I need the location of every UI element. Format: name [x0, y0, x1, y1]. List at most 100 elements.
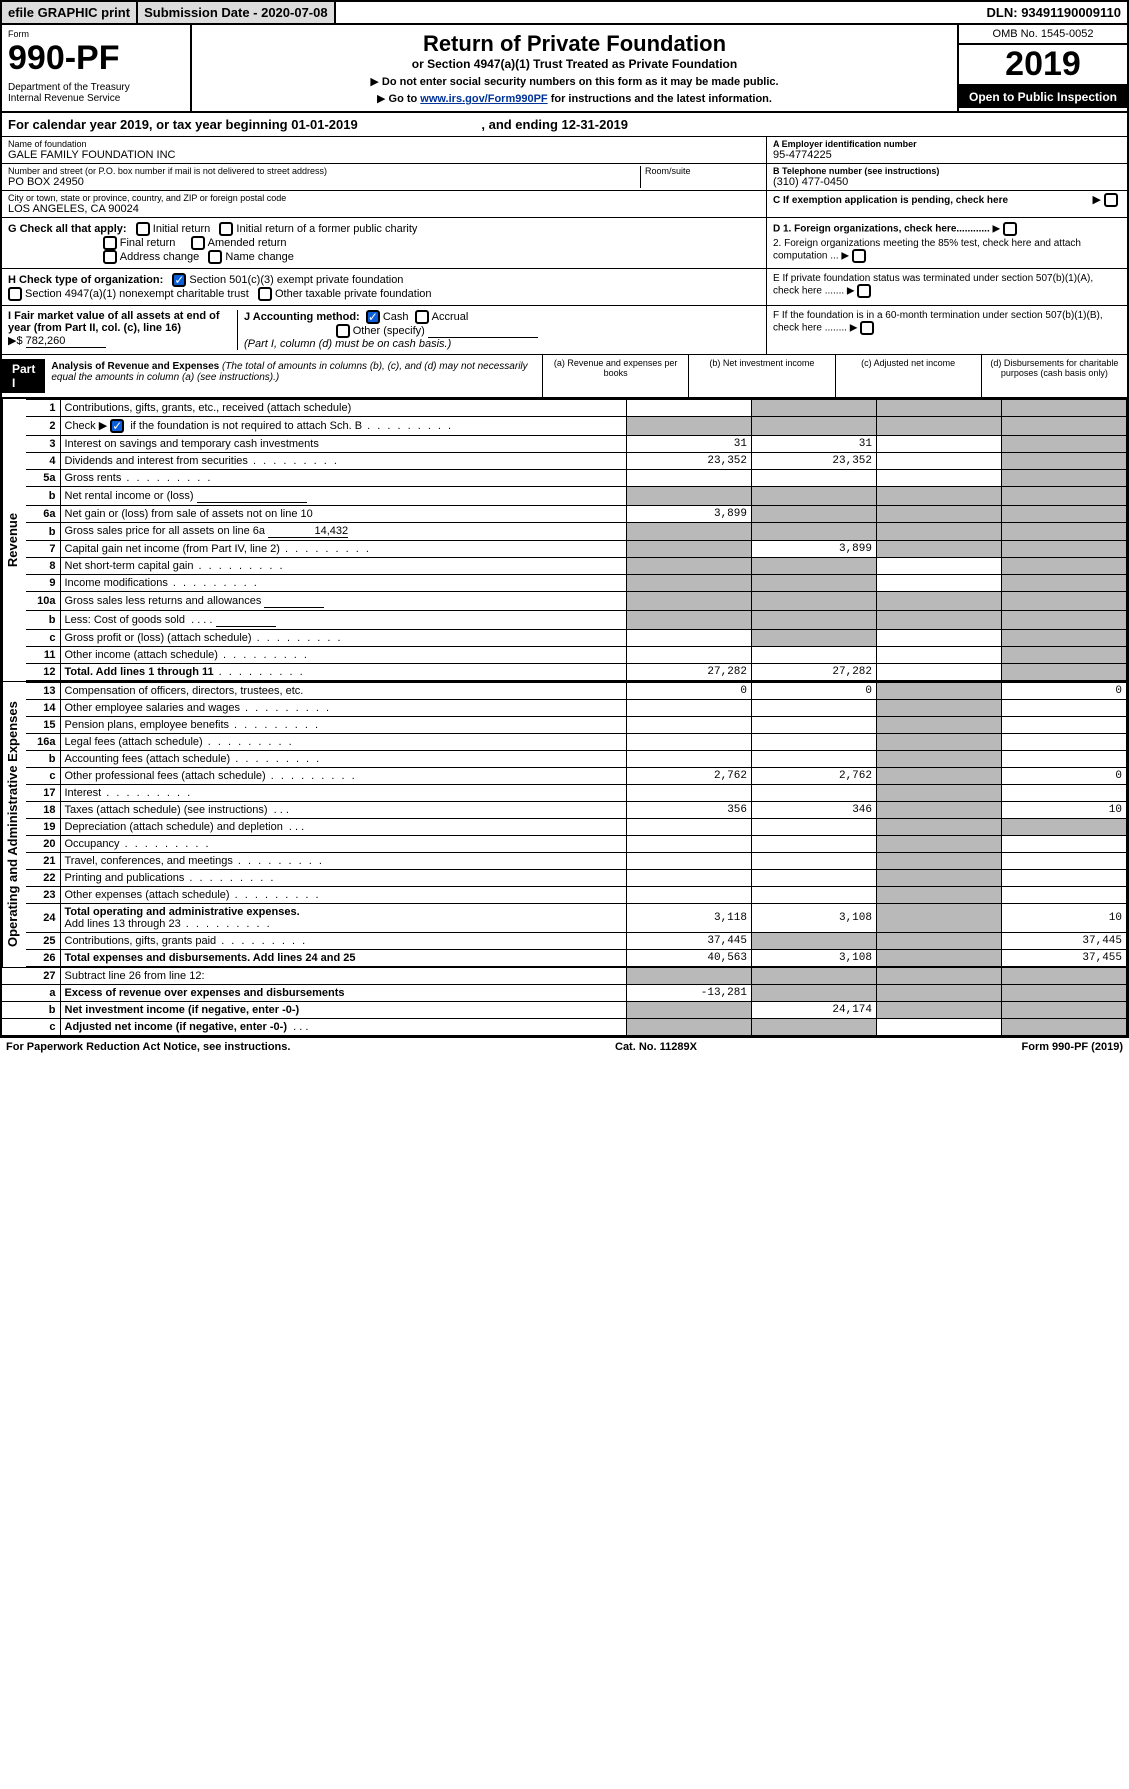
table-row: 13Compensation of officers, directors, t…	[26, 683, 1127, 700]
table-row: 5aGross rents	[26, 470, 1127, 487]
table-row: cAdjusted net income (if negative, enter…	[2, 1019, 1127, 1036]
instructions-link[interactable]: www.irs.gov/Form990PF	[420, 93, 547, 105]
j-label: J Accounting method:	[244, 311, 360, 323]
table-row: 6aNet gain or (loss) from sale of assets…	[26, 506, 1127, 523]
revenue-section: Revenue 1Contributions, gifts, grants, e…	[2, 398, 1127, 681]
table-row: 2Check ▶ if the foundation is not requir…	[26, 417, 1127, 436]
part1-header: Part I Analysis of Revenue and Expenses …	[2, 355, 1127, 398]
form-label: Form	[8, 29, 184, 39]
table-row: bAccounting fees (attach schedule)	[26, 751, 1127, 768]
table-row: cOther professional fees (attach schedul…	[26, 768, 1127, 785]
room-label: Room/suite	[645, 166, 760, 176]
table-row: 24Total operating and administrative exp…	[26, 904, 1127, 933]
dln-label: DLN: 93491190009110	[981, 2, 1127, 23]
table-row: 7Capital gain net income (from Part IV, …	[26, 541, 1127, 558]
efile-print-button[interactable]: efile GRAPHIC print	[2, 2, 138, 23]
ein-label: A Employer identification number	[773, 139, 1121, 149]
table-row: 23Other expenses (attach schedule)	[26, 887, 1127, 904]
table-row: 27Subtract line 26 from line 12:	[2, 968, 1127, 985]
d1-checkbox[interactable]	[1003, 222, 1017, 236]
tax-year: 2019	[959, 45, 1127, 86]
top-bar: efile GRAPHIC print Submission Date - 20…	[2, 2, 1127, 25]
addr-label: Number and street (or P.O. box number if…	[8, 166, 640, 176]
e-label: E If private foundation status was termi…	[773, 273, 1093, 297]
table-row: 9Income modifications	[26, 575, 1127, 592]
cal-begin: For calendar year 2019, or tax year begi…	[8, 117, 358, 132]
city-label: City or town, state or province, country…	[8, 193, 760, 203]
form-title: Return of Private Foundation	[198, 31, 951, 57]
table-row: bGross sales price for all assets on lin…	[26, 523, 1127, 541]
h-501c3-checkbox[interactable]	[172, 273, 186, 287]
submission-date-button[interactable]: Submission Date - 2020-07-08	[138, 2, 336, 23]
table-row: aExcess of revenue over expenses and dis…	[2, 985, 1127, 1002]
pending-checkbox[interactable]	[1104, 193, 1118, 207]
line27-table: 27Subtract line 26 from line 12: aExcess…	[2, 967, 1127, 1036]
table-row: 12Total. Add lines 1 through 1127,28227,…	[26, 664, 1127, 681]
part1-label: Part I	[2, 359, 45, 393]
g-final-checkbox[interactable]	[103, 236, 117, 250]
col-c-header: (c) Adjusted net income	[835, 355, 981, 397]
dept-line2: Internal Revenue Service	[8, 93, 184, 104]
table-row: 1Contributions, gifts, grants, etc., rec…	[26, 400, 1127, 417]
table-row: bNet investment income (if negative, ent…	[2, 1002, 1127, 1019]
addr-value: PO BOX 24950	[8, 176, 640, 188]
table-row: 19Depreciation (attach schedule) and dep…	[26, 819, 1127, 836]
h-label: H Check type of organization:	[8, 274, 163, 286]
col-a-header: (a) Revenue and expenses per books	[542, 355, 688, 397]
g-initial-label: Initial return	[153, 223, 210, 235]
g-name-checkbox[interactable]	[208, 250, 222, 264]
g-address-checkbox[interactable]	[103, 250, 117, 264]
table-row: 15Pension plans, employee benefits	[26, 717, 1127, 734]
opex-side-label: Operating and Administrative Expenses	[2, 682, 26, 967]
revenue-side-label: Revenue	[2, 399, 26, 681]
table-row: 20Occupancy	[26, 836, 1127, 853]
j-cash-label: Cash	[383, 311, 409, 323]
h-4947-checkbox[interactable]	[8, 287, 22, 301]
g-initial-former-checkbox[interactable]	[219, 222, 233, 236]
pending-label: C If exemption application is pending, c…	[773, 195, 1008, 206]
header-note2-pre: Go to	[389, 93, 421, 105]
tel-label: B Telephone number (see instructions)	[773, 166, 1121, 176]
form-container: efile GRAPHIC print Submission Date - 20…	[0, 0, 1129, 1038]
table-row: 25Contributions, gifts, grants paid37,44…	[26, 933, 1127, 950]
j-accrual-label: Accrual	[432, 311, 469, 323]
tel-value: (310) 477-0450	[773, 176, 1121, 188]
open-to-public: Open to Public Inspection	[959, 86, 1127, 108]
footer-left: For Paperwork Reduction Act Notice, see …	[6, 1041, 290, 1053]
checks-row-h: H Check type of organization: Section 50…	[2, 269, 1127, 306]
j-note: (Part I, column (d) must be on cash basi…	[244, 338, 451, 350]
schb-checkbox[interactable]	[110, 419, 124, 433]
table-row: bLess: Cost of goods sold . . . .	[26, 611, 1127, 630]
g-name-label: Name change	[225, 251, 294, 263]
d2-label: 2. Foreign organizations meeting the 85%…	[773, 238, 1081, 262]
g-initial-former-label: Initial return of a former public charit…	[236, 223, 417, 235]
h-other-checkbox[interactable]	[258, 287, 272, 301]
omb-number: OMB No. 1545-0052	[959, 25, 1127, 45]
f-label: F If the foundation is in a 60-month ter…	[773, 310, 1103, 334]
table-row: 16aLegal fees (attach schedule)	[26, 734, 1127, 751]
header-note1: Do not enter social security numbers on …	[382, 76, 779, 88]
j-other-checkbox[interactable]	[336, 324, 350, 338]
form-header: Form 990-PF Department of the Treasury I…	[2, 25, 1127, 113]
city-value: LOS ANGELES, CA 90024	[8, 203, 760, 215]
col-b-header: (b) Net investment income	[688, 355, 834, 397]
footer-mid: Cat. No. 11289X	[615, 1041, 697, 1053]
table-row: cGross profit or (loss) (attach schedule…	[26, 630, 1127, 647]
g-amended-label: Amended return	[208, 237, 287, 249]
g-amended-checkbox[interactable]	[191, 236, 205, 250]
table-row: 11Other income (attach schedule)	[26, 647, 1127, 664]
table-row: 26Total expenses and disbursements. Add …	[26, 950, 1127, 967]
e-checkbox[interactable]	[857, 284, 871, 298]
j-accrual-checkbox[interactable]	[415, 310, 429, 324]
d2-checkbox[interactable]	[852, 249, 866, 263]
g-initial-checkbox[interactable]	[136, 222, 150, 236]
j-cash-checkbox[interactable]	[366, 310, 380, 324]
opex-table: 13Compensation of officers, directors, t…	[26, 682, 1127, 967]
ein-value: 95-4774225	[773, 149, 1121, 161]
f-checkbox[interactable]	[860, 321, 874, 335]
name-label: Name of foundation	[8, 139, 760, 149]
j-other-label: Other (specify)	[353, 325, 425, 337]
part1-title: Analysis of Revenue and Expenses	[51, 361, 219, 372]
foundation-name: GALE FAMILY FOUNDATION INC	[8, 149, 760, 161]
form-subtitle: or Section 4947(a)(1) Trust Treated as P…	[198, 57, 951, 71]
